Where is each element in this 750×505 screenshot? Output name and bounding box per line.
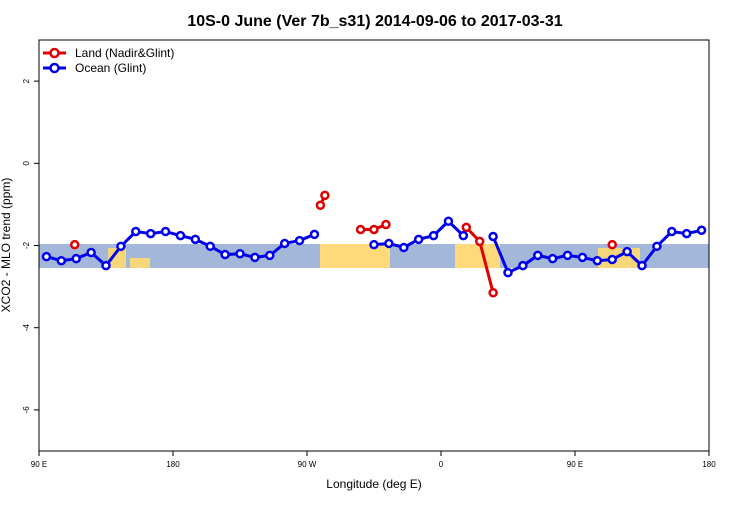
data-point (607, 239, 617, 250)
y-tick-label: 0 (22, 161, 31, 166)
x-tick-label: 0 (439, 460, 444, 469)
data-point (592, 255, 603, 266)
data-point (116, 241, 126, 252)
legend-marker (49, 47, 60, 59)
data-point (384, 238, 394, 249)
x-tick-label: 180 (702, 460, 716, 469)
data-point (562, 250, 573, 261)
land-patch (320, 244, 390, 268)
data-point (71, 253, 81, 264)
data-point (577, 252, 588, 263)
data-point (533, 250, 543, 261)
x-tick-label: 180 (166, 460, 180, 469)
data-point (279, 238, 290, 249)
data-point (413, 234, 424, 245)
data-point (474, 236, 485, 247)
data-point (518, 260, 528, 271)
data-point (235, 248, 245, 259)
data-point (86, 247, 96, 258)
x-tick-label: 90 W (298, 460, 317, 469)
land-patch (130, 258, 150, 268)
data-point (69, 239, 80, 250)
legend-label: Ocean (Glint) (75, 61, 146, 75)
data-point (488, 231, 498, 242)
data-point (696, 225, 707, 236)
data-point (503, 267, 513, 278)
data-point (369, 239, 379, 250)
data-point (637, 260, 647, 271)
data-point (547, 253, 558, 264)
data-point (294, 235, 305, 246)
data-point (681, 228, 692, 239)
chart-title: 10S-0 June (Ver 7b_s31) 2014-09-06 to 20… (187, 13, 562, 30)
data-point (131, 226, 141, 237)
data-point (190, 234, 201, 245)
x-axis-label: Longitude (deg E) (326, 477, 421, 491)
data-point (443, 216, 454, 227)
x-tick-label: 90 E (567, 460, 583, 469)
data-point (205, 241, 215, 252)
y-tick-label: 2 (22, 78, 31, 83)
data-point (369, 224, 379, 235)
data-point (428, 230, 439, 241)
y-tick-label: -4 (22, 324, 31, 332)
data-point (315, 200, 326, 210)
data-point (488, 288, 498, 298)
data-point (101, 260, 111, 271)
data-point (667, 226, 677, 237)
data-point (320, 190, 330, 201)
legend-label: Land (Nadir&Glint) (75, 46, 174, 60)
y-tick-label: -6 (22, 406, 31, 414)
y-axis-label: XCO2 - MLO trend (ppm) (0, 178, 13, 313)
data-point (41, 251, 52, 262)
legend-marker (49, 62, 60, 74)
data-point (145, 228, 156, 239)
data-point (220, 249, 230, 260)
data-point (265, 250, 275, 261)
data-point (250, 252, 260, 263)
y-tick-label: -2 (22, 241, 31, 249)
data-point (56, 255, 67, 266)
data-point (399, 242, 409, 253)
data-point (461, 222, 472, 233)
data-point (355, 224, 366, 235)
data-point (652, 241, 662, 252)
land-patch (108, 248, 126, 268)
data-point (309, 229, 320, 240)
data-point (381, 219, 391, 230)
land-patch (455, 244, 500, 268)
data-point (160, 226, 171, 237)
data-point (458, 230, 469, 241)
x-tick-label: 90 E (31, 460, 47, 469)
data-point (607, 254, 617, 265)
data-point (622, 246, 632, 257)
data-point (175, 230, 186, 241)
